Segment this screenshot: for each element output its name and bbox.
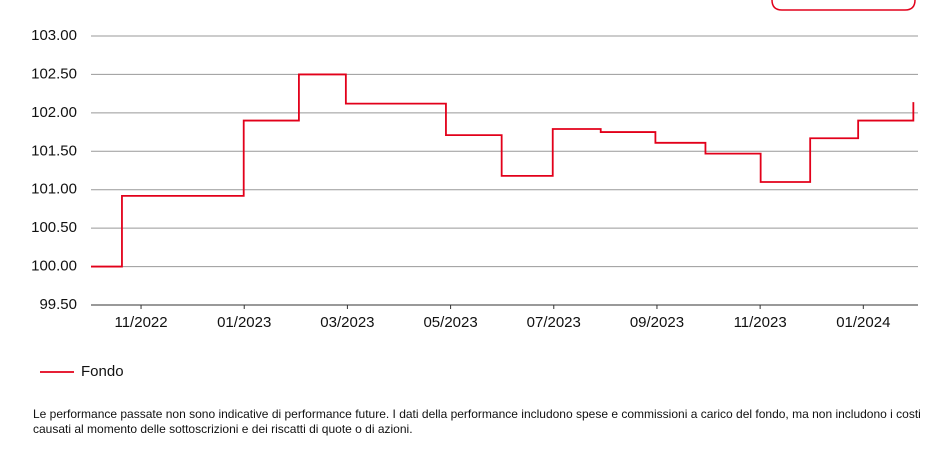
- data-line: [91, 73, 915, 268]
- x-tick-label: 11/2022: [114, 314, 167, 331]
- x-tick-label: 05/2023: [423, 314, 477, 331]
- legend-label: Fondo: [81, 363, 124, 380]
- footnote: Le performance passate non sono indicati…: [33, 407, 921, 436]
- x-tick-label: 01/2024: [836, 314, 890, 331]
- x-tick-label: 07/2023: [527, 314, 581, 331]
- button-outline: [771, 0, 916, 11]
- y-tick-label: 102.50: [31, 65, 77, 82]
- y-tick-label: 101.50: [31, 142, 77, 159]
- x-tick-label: 09/2023: [630, 314, 684, 331]
- y-tick-label: 101.00: [31, 181, 77, 198]
- y-tick-label: 100.00: [31, 258, 77, 275]
- y-tick-label: 100.50: [31, 219, 77, 236]
- x-tick-label: 01/2023: [217, 314, 271, 331]
- y-tick-label: 102.00: [31, 104, 77, 121]
- x-tick-label: 11/2023: [734, 314, 787, 331]
- x-tick-label: 03/2023: [320, 314, 374, 331]
- y-tick-label: 103.00: [31, 27, 77, 44]
- y-tick-label: 99.50: [39, 296, 77, 313]
